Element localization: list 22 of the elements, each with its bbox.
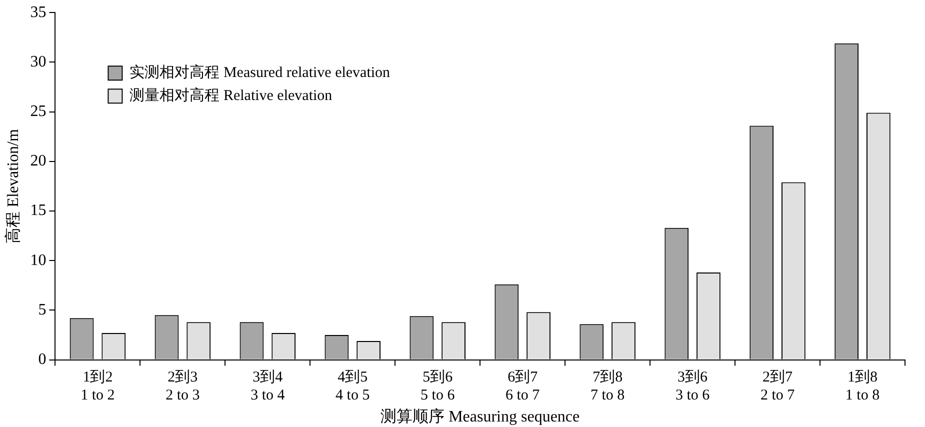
x-tick-label: 3到6 3 to 6 <box>675 370 710 404</box>
x-tick-label: 2到7 2 to 7 <box>760 370 796 404</box>
x-axis-title: 测算顺序 Measuring sequence <box>380 408 580 426</box>
y-tick-label: 30 <box>30 53 46 70</box>
x-tick-label: 4到5 4 to 5 <box>336 370 370 404</box>
x-tick-label: 1到8 1 to 8 <box>845 370 880 404</box>
y-tick-label: 15 <box>30 202 46 220</box>
legend-label: 实测相对高程 Measured relative elevation <box>130 64 391 82</box>
x-tick-label: 5到6 5 to 6 <box>420 370 456 404</box>
x-tick-label: 3到4 3 to 4 <box>250 370 286 404</box>
x-tick-label: 1到2 1 to 2 <box>80 370 115 404</box>
y-axis-title: 高程 Elevation/m <box>4 128 22 244</box>
x-tick-label: 6到7 6 to 7 <box>506 370 540 404</box>
x-tick-label: 2到3 2 to 3 <box>166 370 200 404</box>
y-tick-label: 5 <box>38 301 46 318</box>
y-tick-label: 10 <box>30 252 46 269</box>
x-tick-label: 7到8 7 to 8 <box>590 370 625 404</box>
y-tick-label: 20 <box>30 152 46 170</box>
y-tick-label: 35 <box>30 4 46 21</box>
y-tick-label: 0 <box>38 351 46 368</box>
legend-label: 测量相对高程 Relative elevation <box>130 87 333 104</box>
y-tick-label: 25 <box>30 103 46 120</box>
